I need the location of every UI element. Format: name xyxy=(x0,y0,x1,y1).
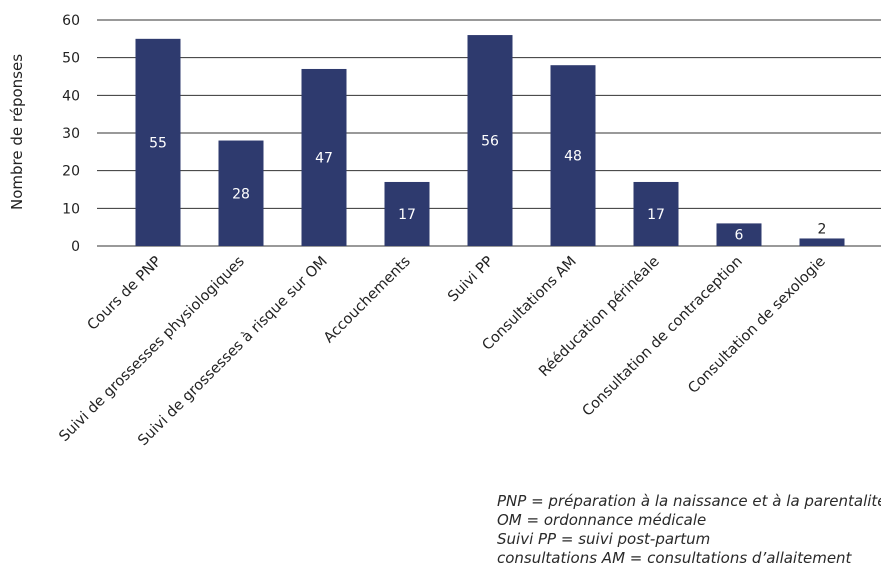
data-label: 47 xyxy=(315,150,333,166)
data-label: 56 xyxy=(481,134,499,150)
data-label: 6 xyxy=(735,228,744,244)
category-label: Consultation de sexologie xyxy=(685,253,829,397)
y-tick-label: 60 xyxy=(62,13,80,29)
bar xyxy=(135,38,181,247)
category-label: Suivi de grossesses physiologiques xyxy=(56,254,247,445)
y-tick-label: 0 xyxy=(71,239,80,255)
category-label: Consultations AM xyxy=(479,254,579,354)
data-label: 17 xyxy=(398,207,416,223)
y-tick-label: 20 xyxy=(62,164,80,180)
bars: 55 28 47 17 56 48 17 6 2 xyxy=(135,35,845,247)
bar xyxy=(550,65,596,246)
category-label: Suivi PP xyxy=(445,253,497,305)
y-tick-label: 50 xyxy=(62,51,80,67)
y-tick-label: 40 xyxy=(62,88,80,104)
bar xyxy=(633,181,679,246)
bar xyxy=(301,68,347,246)
y-axis-ticks: 0 10 20 30 40 50 60 xyxy=(62,13,80,255)
category-label: Cours de PNP xyxy=(85,253,165,333)
bar xyxy=(218,140,264,246)
bar xyxy=(799,238,845,246)
data-label: 2 xyxy=(818,221,827,237)
footnote-line-om: OM = ordonnance médicale xyxy=(497,511,707,529)
bar xyxy=(384,181,430,246)
y-tick-label: 10 xyxy=(62,201,80,217)
data-label: 28 xyxy=(232,186,250,202)
y-axis-label: Nombre de réponses xyxy=(8,54,26,210)
data-label: 55 xyxy=(149,135,167,151)
data-label: 17 xyxy=(647,207,665,223)
bar xyxy=(716,223,762,246)
category-label: Accouchements xyxy=(321,254,414,347)
data-label: 48 xyxy=(564,149,582,165)
y-tick-label: 30 xyxy=(62,126,80,142)
footnote-line-am: consultations AM = consultations d’allai… xyxy=(497,549,852,567)
category-label: Consultation de contraception xyxy=(580,254,746,420)
footnote-line-pp: Suivi PP = suivi post-partum xyxy=(497,530,711,548)
footnote: PNP = préparation à la naissance et à la… xyxy=(497,492,881,568)
bar xyxy=(467,35,513,246)
category-label: Suivi de grossesses à risque sur OM xyxy=(135,254,331,450)
footnote-line-pnp: PNP = préparation à la naissance et à la… xyxy=(497,492,881,510)
